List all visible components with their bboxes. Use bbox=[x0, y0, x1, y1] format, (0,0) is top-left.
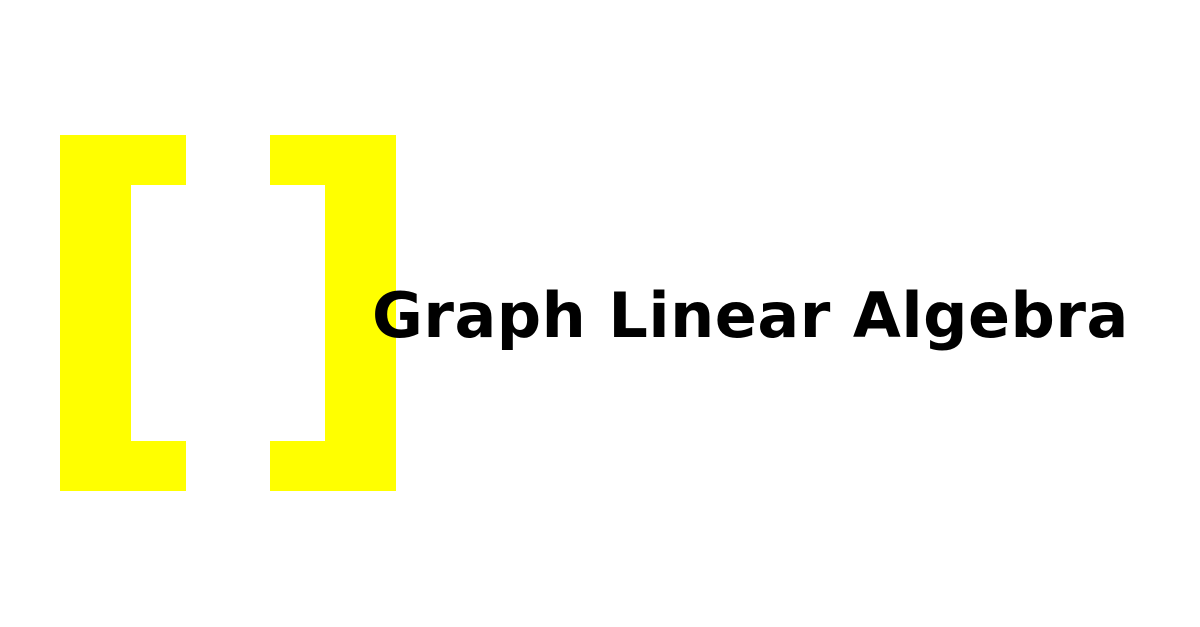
left-bracket-spine bbox=[60, 135, 131, 491]
right-bracket-bottom bbox=[270, 441, 396, 491]
right-bracket-spine bbox=[325, 135, 396, 491]
left-bracket-bottom bbox=[60, 441, 186, 491]
page-title: Graph Linear Algebra bbox=[372, 279, 1129, 352]
